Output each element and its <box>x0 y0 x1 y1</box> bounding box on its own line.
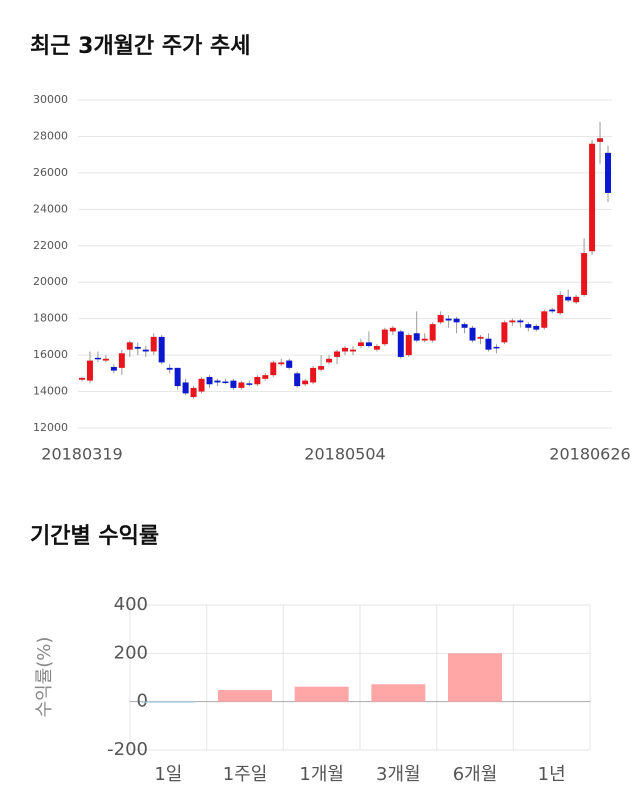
candle-body <box>206 376 213 385</box>
candle-body <box>549 309 556 312</box>
candle-body <box>278 362 285 365</box>
bar <box>371 684 426 702</box>
y-tick-label: 26000 <box>33 166 68 179</box>
candle-body <box>326 358 333 363</box>
candle-body <box>421 338 428 341</box>
candle-body <box>509 320 516 323</box>
candle-body <box>445 318 452 321</box>
candle-body <box>214 380 221 383</box>
x-tick-label: 20180504 <box>304 445 385 464</box>
x-tick-label: 3개월 <box>376 764 421 785</box>
candle-body <box>262 375 269 379</box>
candle-body <box>334 351 341 357</box>
bar <box>448 653 502 702</box>
chart-title: 기간별 수익률 <box>30 524 159 549</box>
bar <box>141 701 196 703</box>
candle-body <box>397 331 404 357</box>
candle-body <box>381 329 388 345</box>
candle-body <box>198 378 205 392</box>
candle-body <box>493 346 500 349</box>
candle-body <box>461 324 468 328</box>
y-tick-label: 18000 <box>33 312 68 325</box>
bar <box>218 690 272 702</box>
candle-body <box>533 325 540 330</box>
candle-body <box>110 366 117 371</box>
candle-body <box>318 366 325 370</box>
x-tick-label: 1년 <box>538 764 566 785</box>
candle-body <box>429 324 436 341</box>
y-tick-label: 24000 <box>33 202 68 215</box>
candle-body <box>581 253 588 295</box>
candle-body <box>238 382 245 388</box>
candle-body <box>222 381 229 384</box>
candle-body <box>597 138 604 142</box>
x-tick-label: 1일 <box>154 764 182 785</box>
candle-body <box>86 360 93 381</box>
candle-body <box>557 294 564 314</box>
candle-body <box>190 387 197 398</box>
candle-body <box>94 357 101 360</box>
y-tick-label: 16000 <box>33 348 68 361</box>
candle-body <box>310 367 317 383</box>
candle-body <box>230 380 237 388</box>
candle-body <box>517 320 524 323</box>
candle-body <box>166 367 173 370</box>
chart-title: 최근 3개월간 주가 추세 <box>30 34 250 59</box>
candle-body <box>134 346 141 349</box>
candle-body <box>437 315 444 323</box>
candle-body <box>126 342 133 350</box>
y-axis-label: 수익률(%) <box>34 637 55 718</box>
candle-body <box>501 322 508 343</box>
y-tick-label: 30000 <box>33 93 68 106</box>
y-tick-label: 200 <box>114 642 148 663</box>
x-tick-label: 6개월 <box>453 764 498 785</box>
candle-body <box>174 367 181 387</box>
y-tick-label: 0 <box>137 691 148 712</box>
candle-body <box>413 333 420 341</box>
y-tick-label: 14000 <box>33 385 68 398</box>
candle-body <box>158 336 165 363</box>
y-tick-label: 28000 <box>33 129 68 142</box>
candle-body <box>389 327 396 332</box>
candle-body <box>365 342 372 346</box>
candle-body <box>357 342 364 346</box>
x-tick-label: 1개월 <box>299 764 344 785</box>
x-tick-label: 20180319 <box>41 445 122 464</box>
x-tick-label: 1주일 <box>223 764 268 785</box>
y-tick-label: 20000 <box>33 275 68 288</box>
candle-body <box>286 360 293 368</box>
candle-body <box>573 296 580 303</box>
candle-body <box>541 311 548 328</box>
candle-body <box>102 358 109 361</box>
candle-body <box>565 296 572 301</box>
candle-body <box>405 335 412 356</box>
candle-body <box>182 382 189 394</box>
x-tick-label: 20180626 <box>549 445 630 464</box>
candle-body <box>254 376 261 385</box>
candle-body <box>605 152 612 193</box>
candle-body <box>485 338 492 350</box>
candle-body <box>373 346 380 350</box>
bar <box>294 686 349 702</box>
candle-body <box>142 349 149 352</box>
candle-body <box>118 353 125 368</box>
candle-body <box>477 336 484 339</box>
candle-body <box>150 336 157 352</box>
candle-body <box>469 327 476 341</box>
candle-body <box>270 362 277 376</box>
candle-body <box>246 383 253 385</box>
y-tick-label: 400 <box>114 594 148 615</box>
y-tick-label: 22000 <box>33 239 68 252</box>
candle-body <box>349 349 356 352</box>
candle-body <box>294 373 301 387</box>
y-tick-label: -200 <box>107 739 148 760</box>
candle-body <box>589 143 596 252</box>
candle-body <box>78 377 85 380</box>
candle-body <box>453 318 460 323</box>
candle-body <box>342 347 348 352</box>
candle-body <box>302 380 309 385</box>
y-tick-label: 12000 <box>33 421 68 434</box>
candle-body <box>525 324 532 328</box>
